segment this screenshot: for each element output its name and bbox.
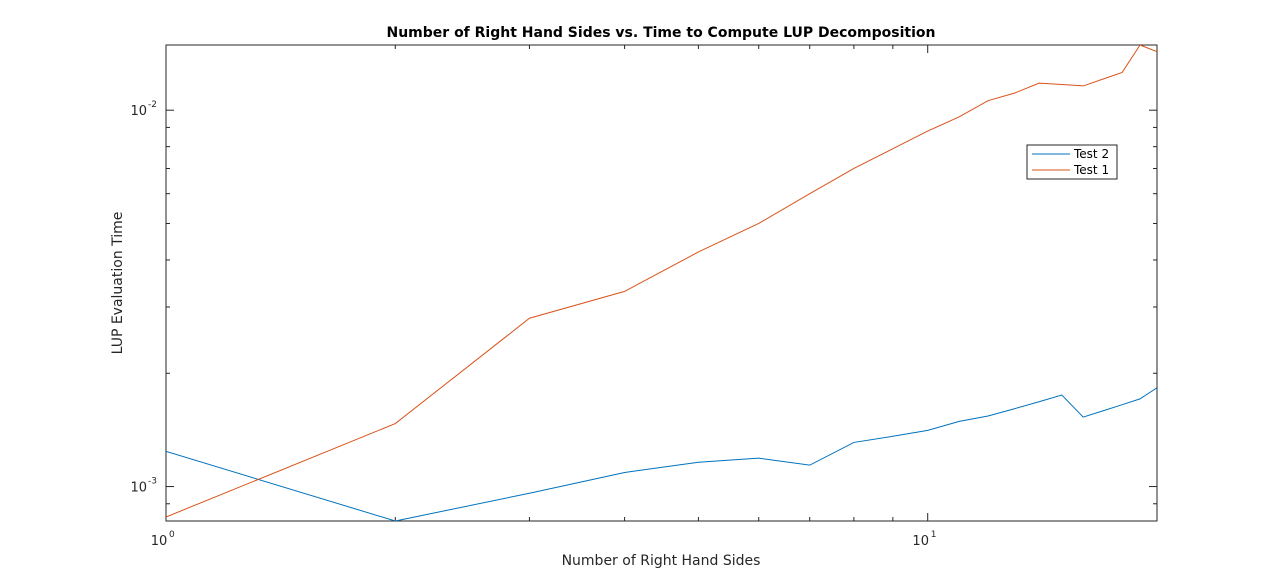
- x-tick-label-exponent: 0: [169, 530, 175, 540]
- x-tick-label: 10: [151, 534, 168, 549]
- legend-label: Test 1: [1073, 163, 1109, 177]
- y-tick-label: 10: [130, 104, 147, 119]
- x-tick-label-exponent: 1: [931, 530, 937, 540]
- y-tick-label-exponent: -3: [148, 477, 157, 487]
- series-line-2: [166, 45, 1157, 518]
- axis-ticks: [165, 45, 1158, 521]
- series-layer: [166, 45, 1157, 521]
- legend: Test 2 Test 1: [1026, 144, 1118, 180]
- series-line-1: [166, 387, 1157, 521]
- x-axis-label: Number of Right Hand Sides: [562, 553, 761, 569]
- legend-label: Test 2: [1073, 147, 1109, 161]
- tick-labels: 10 0 10 1-310-210: [130, 100, 936, 549]
- x-tick-label: 10: [912, 534, 929, 549]
- chart-title: Number of Right Hand Sides vs. Time to C…: [387, 25, 936, 41]
- y-tick-label: 10: [130, 481, 147, 496]
- plot-area: [165, 44, 1158, 522]
- legend-box: [1026, 144, 1118, 180]
- y-axis-label: LUP Evaluation Time: [110, 212, 126, 355]
- y-tick-label-exponent: -2: [148, 100, 157, 110]
